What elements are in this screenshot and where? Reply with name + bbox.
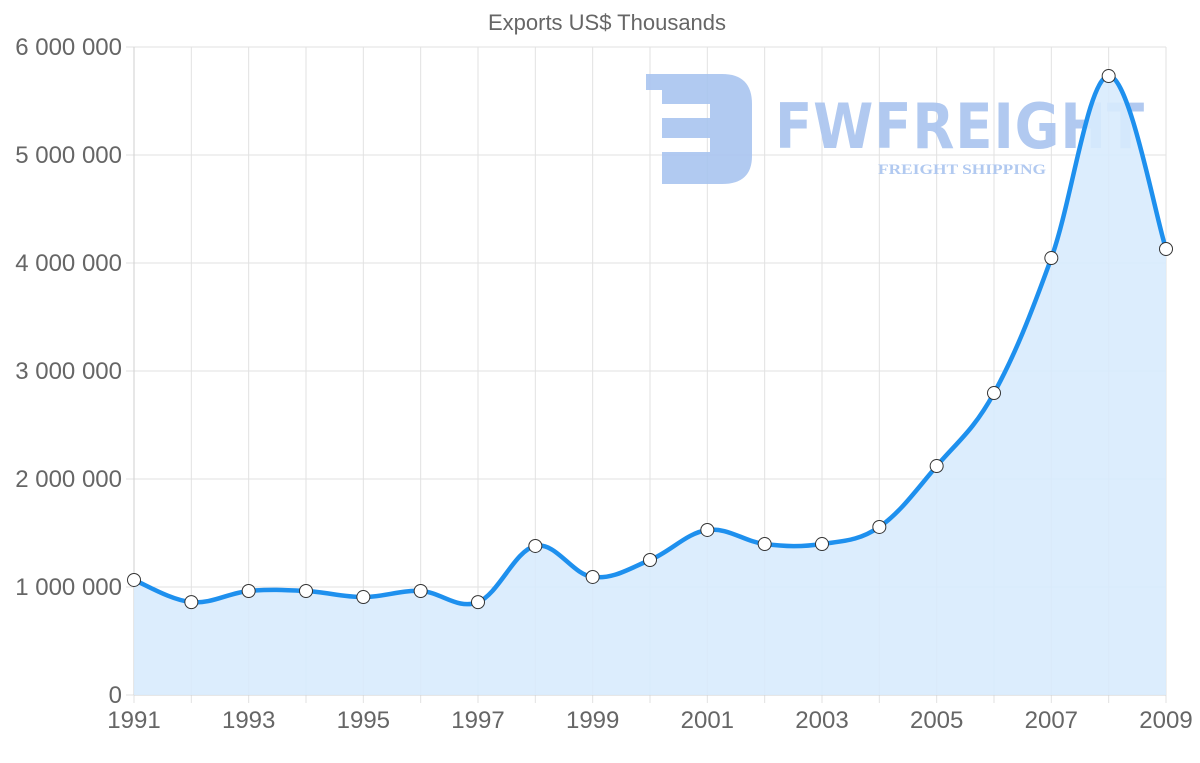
y-tick-label: 5 000 000 [15, 142, 122, 169]
x-tick-label: 1991 [107, 707, 160, 734]
y-tick-label: 1 000 000 [15, 574, 122, 601]
y-axis-tick-labels: 0 1 000 000 2 000 000 3 000 000 4 000 000 5 0… [15, 34, 122, 709]
data-point [643, 553, 657, 567]
data-point [987, 386, 1001, 401]
x-tick-label: 2001 [681, 707, 734, 734]
data-point [929, 459, 944, 474]
data-point [299, 583, 313, 598]
chart-title: Exports US$ Thousands [488, 10, 726, 35]
x-tick-label: 2009 [1139, 707, 1192, 734]
x-tick-label: 1999 [566, 707, 619, 734]
data-point [471, 595, 485, 610]
data-point [1159, 241, 1173, 256]
y-tick-label: 0 [109, 682, 122, 709]
watermark-tagline: FREIGHT SHIPPING [878, 162, 1046, 178]
x-tick-label: 2005 [910, 707, 963, 734]
fwfreight-logo-icon [646, 74, 752, 184]
data-point [241, 583, 256, 598]
x-tick-label: 1995 [337, 707, 390, 734]
x-tick-label: 2003 [795, 707, 848, 734]
y-tick-label: 3 000 000 [15, 358, 122, 385]
x-tick-label: 2007 [1025, 707, 1078, 734]
data-point [700, 522, 715, 537]
data-point [356, 590, 371, 605]
fwfreight-watermark: FWFREIGHT FREIGHT SHIPPING [646, 74, 1144, 184]
series-area-fill [134, 76, 1166, 696]
data-point [872, 519, 887, 534]
data-point [815, 537, 829, 552]
y-tick-label: 6 000 000 [15, 34, 122, 61]
data-points [127, 69, 1173, 610]
data-point [127, 572, 141, 587]
data-point [184, 595, 199, 610]
x-tick-label: 1997 [451, 707, 504, 734]
data-point [757, 537, 772, 552]
data-point [585, 569, 600, 584]
y-tick-label: 4 000 000 [15, 250, 122, 277]
x-tick-label: 1993 [222, 707, 275, 734]
y-tick-label: 2 000 000 [15, 466, 122, 493]
x-axis-tick-labels: 1991 1993 1995 1997 1999 2001 2003 2005 2007 2009 [107, 707, 1192, 734]
data-point [413, 583, 428, 598]
data-point [528, 538, 543, 553]
data-point [1044, 251, 1059, 266]
data-point [1101, 69, 1116, 84]
